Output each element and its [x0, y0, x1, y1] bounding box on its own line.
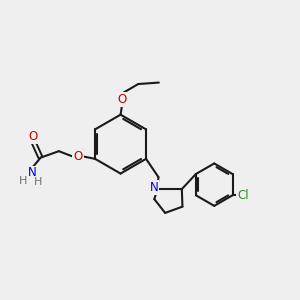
- Text: O: O: [28, 130, 38, 143]
- Text: O: O: [117, 93, 127, 106]
- Text: Cl: Cl: [237, 189, 249, 202]
- Text: N: N: [28, 167, 37, 179]
- Text: H: H: [34, 177, 42, 187]
- Text: H: H: [19, 176, 27, 186]
- Text: N: N: [149, 181, 158, 194]
- Text: O: O: [74, 150, 82, 163]
